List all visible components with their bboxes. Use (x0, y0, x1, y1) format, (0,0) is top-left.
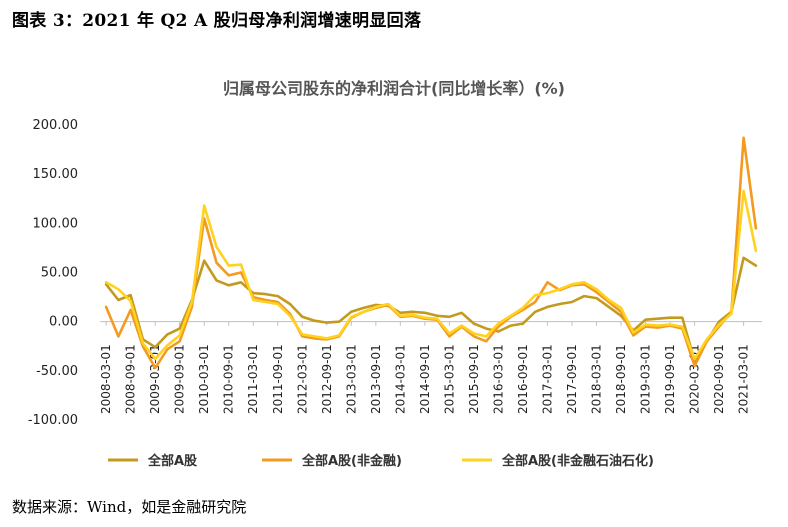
y-tick-label: 150.00 (33, 167, 79, 182)
x-tick-label: 2014-09-01 (418, 344, 432, 414)
y-tick-label: 200.00 (33, 118, 79, 133)
y-tick-label: 50.00 (41, 266, 78, 281)
x-tick-label: 2010-09-01 (222, 344, 236, 414)
legend-label: 全部A股(非金融石油石化) (501, 453, 654, 469)
x-tick-label: 2013-09-01 (369, 344, 383, 414)
series-line-2 (104, 136, 758, 370)
series-line-1 (104, 256, 758, 363)
y-tick-label: -50.00 (36, 364, 78, 379)
x-tick-label: 2019-03-01 (639, 344, 653, 414)
legend-label: 全部A股 (147, 453, 197, 469)
x-tick-label: 2011-03-01 (246, 344, 260, 414)
x-tick-label: 2016-09-01 (516, 344, 530, 414)
x-tick-label: 2014-03-01 (393, 344, 407, 414)
x-tick-label: 2021-03-01 (737, 344, 751, 414)
figure-title: 图表 3：2021 年 Q2 A 股归母净利润增速明显回落 (12, 11, 422, 31)
x-tick-label: 2018-09-01 (614, 344, 628, 414)
y-tick-label: 100.00 (33, 216, 79, 231)
y-tick-label: -100.00 (28, 413, 78, 428)
x-axis: 2008-03-01 2008-09-01 2009-03-01 2009-09-01… (99, 321, 762, 414)
x-tick-label: 2017-03-01 (540, 344, 554, 414)
x-tick-label: 2015-03-01 (442, 344, 456, 414)
series-line-3 (104, 189, 758, 361)
x-tick-label: 2012-09-01 (320, 344, 334, 414)
source-note: 数据来源：Wind，如是金融研究院 (12, 498, 247, 516)
y-axis: 200.00 150.00 100.00 50.00 0.00 -50.00 -100.00 (28, 118, 78, 428)
x-tick-label: 2019-09-01 (663, 344, 677, 414)
legend-label: 全部A股(非金融) (301, 453, 402, 469)
x-tick-label: 2017-09-01 (565, 344, 579, 414)
x-tick-label: 2009-09-01 (173, 344, 187, 414)
x-tick-label: 2010-03-01 (197, 344, 211, 414)
series-lines (104, 136, 758, 370)
x-tick-label: 2016-03-01 (491, 344, 505, 414)
x-tick-label: 2011-09-01 (271, 344, 285, 414)
chart-title: 归属母公司股东的净利润合计(同比增长率）(%) (223, 79, 565, 98)
x-tick-label: 2013-03-01 (344, 344, 358, 414)
x-tick-label: 2018-03-01 (590, 344, 604, 414)
y-tick-label: 0.00 (49, 315, 78, 330)
legend: 全部A股 全部A股(非金融) 全部A股(非金融石油石化) (108, 453, 654, 469)
x-tick-label: 2008-09-01 (124, 344, 138, 414)
x-tick-label: 2012-03-01 (295, 344, 309, 414)
x-tick-label: 2015-09-01 (467, 344, 481, 414)
x-tick-label: 2008-03-01 (99, 344, 113, 414)
x-tick-label: 2020-09-01 (712, 344, 726, 414)
